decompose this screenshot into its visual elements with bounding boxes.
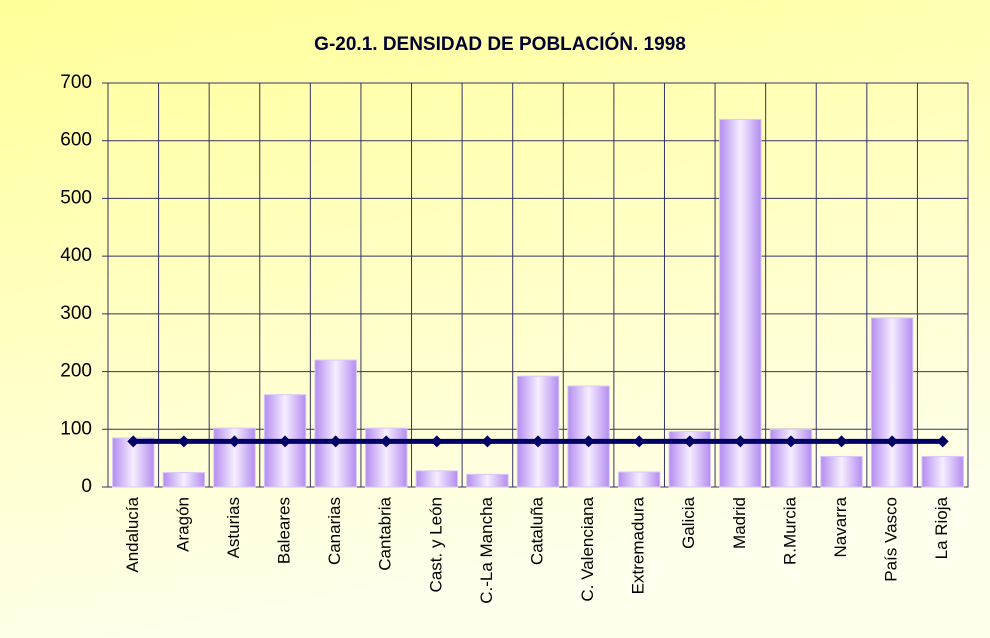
line-marker: [127, 435, 140, 448]
y-tick-label: 100: [60, 418, 92, 439]
bar: [719, 118, 762, 488]
y-tick-label: 200: [60, 361, 92, 382]
bar: [162, 472, 206, 488]
line-marker: [380, 435, 393, 448]
bar: [466, 473, 509, 488]
x-tick-label: Canarias: [325, 497, 344, 565]
line-marker: [835, 435, 848, 448]
line-marker: [228, 435, 241, 448]
line-marker: [329, 435, 342, 448]
line-marker: [430, 435, 443, 448]
bar: [820, 455, 863, 488]
x-tick-label: R.Murcia: [780, 496, 799, 565]
x-tick-label: Galicia: [679, 496, 698, 549]
line-marker: [936, 435, 949, 448]
bar: [617, 471, 661, 488]
line-marker: [582, 435, 595, 448]
line-marker: [279, 435, 292, 448]
x-tick-label: Baleares: [275, 497, 294, 564]
y-tick-label: 500: [60, 187, 92, 208]
bar: [415, 470, 459, 488]
x-tick-label: Navarra: [831, 496, 850, 557]
line-marker: [683, 435, 696, 448]
line-marker: [481, 435, 494, 448]
x-tick-label: Andalucía: [123, 496, 142, 572]
x-tick-label: Extremadura: [629, 496, 648, 594]
line-marker: [886, 435, 899, 448]
bar: [516, 375, 560, 488]
bar: [314, 359, 357, 488]
line-marker: [734, 435, 747, 448]
chart-title: G-20.1. DENSIDAD DE POBLACIÓN. 1998: [314, 33, 686, 55]
x-tick-label: Madrid: [730, 497, 749, 549]
y-tick-label: 400: [60, 245, 92, 266]
y-tick-label: 300: [60, 303, 92, 324]
x-tick-label: Aragón: [173, 497, 192, 552]
x-tick-label: Cast. y León: [426, 497, 445, 592]
y-tick-label: 700: [60, 72, 92, 93]
x-tick-label: C. Valenciana: [578, 496, 597, 601]
x-tick-label: Cataluña: [527, 496, 546, 565]
bar: [870, 317, 914, 488]
y-tick-label: 600: [60, 130, 92, 151]
bar: [921, 455, 964, 488]
x-tick-label: Cantabria: [376, 496, 395, 570]
x-tick-label: País Vasco: [882, 497, 901, 582]
line-marker: [177, 435, 190, 448]
line-marker: [532, 435, 544, 448]
x-tick-label: C.-La Mancha: [477, 496, 496, 603]
line-marker: [784, 435, 797, 448]
y-tick-label: 0: [81, 476, 92, 497]
x-tick-label: Asturias: [224, 497, 243, 558]
x-tick-label: La Rioja: [932, 496, 951, 559]
line-marker: [633, 435, 646, 448]
